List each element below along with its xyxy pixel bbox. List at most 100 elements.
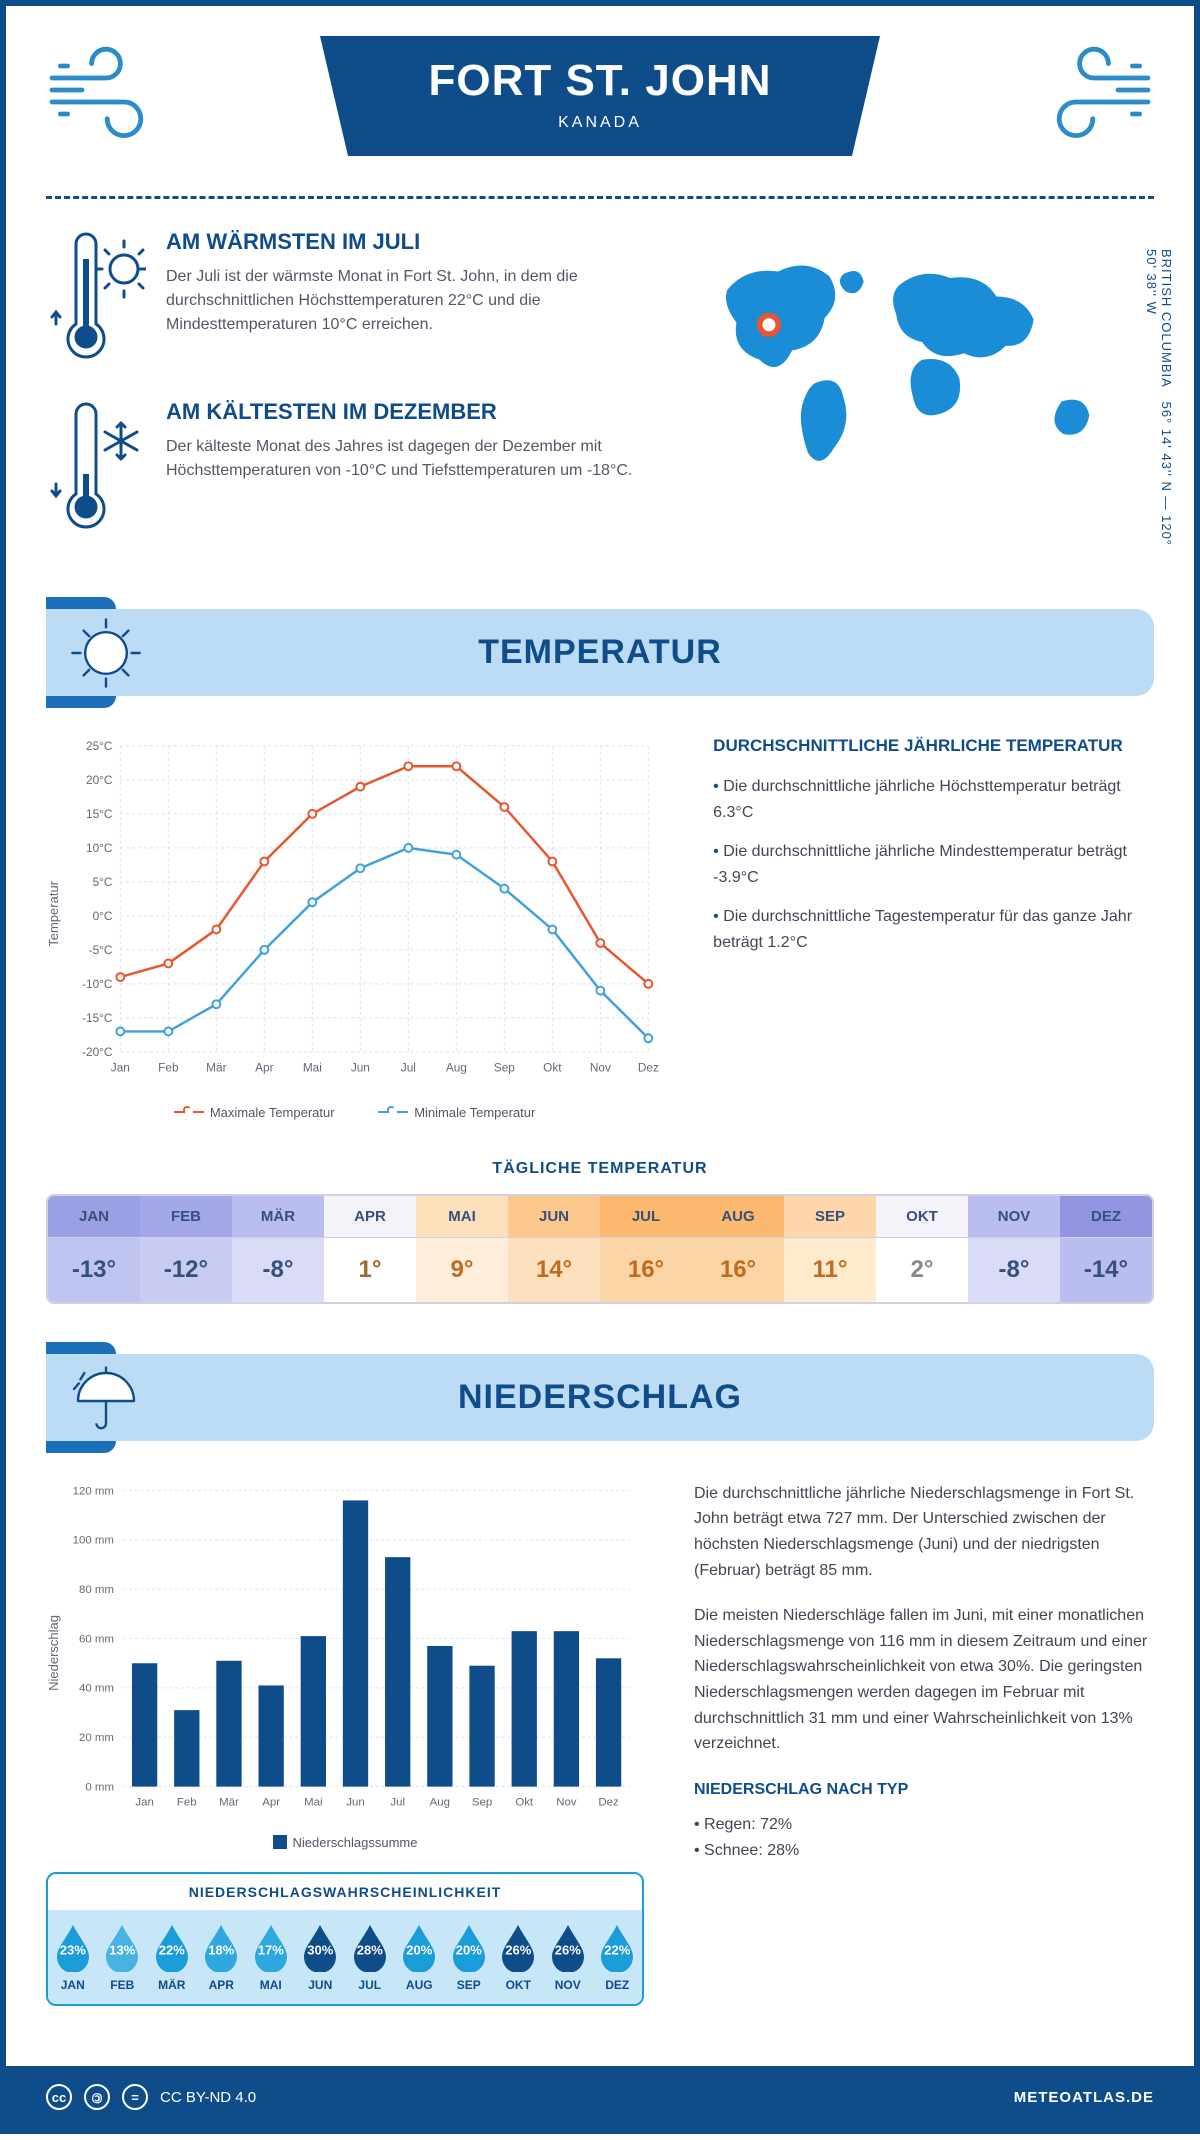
daily-temp-cell: JUL16° xyxy=(600,1196,692,1302)
precipitation-chart: Niederschlag 0 mm20 mm40 mm60 mm80 mm100… xyxy=(46,1481,644,2006)
daily-temp-cell: OKT2° xyxy=(876,1196,968,1302)
svg-text:0°C: 0°C xyxy=(93,909,113,923)
temp-bullet: Die durchschnittliche Tagestemperatur fü… xyxy=(713,904,1154,955)
daily-temp-cell: APR1° xyxy=(324,1196,416,1302)
svg-text:Feb: Feb xyxy=(177,1796,197,1808)
probability-box: NIEDERSCHLAGSWAHRSCHEINLICHKEIT 23% JAN … xyxy=(46,1872,644,2006)
svg-text:Aug: Aug xyxy=(430,1796,450,1808)
warmest-heading: AM WÄRMSTEN IM JULI xyxy=(166,229,650,255)
probability-title: NIEDERSCHLAGSWAHRSCHEINLICHKEIT xyxy=(48,1874,642,1910)
intro-section: AM WÄRMSTEN IM JULI Der Juli ist der wär… xyxy=(46,229,1154,569)
svg-text:Jun: Jun xyxy=(351,1061,370,1075)
svg-text:0 mm: 0 mm xyxy=(85,1781,114,1793)
svg-text:40 mm: 40 mm xyxy=(79,1683,114,1695)
precipitation-text: Die durchschnittliche jährliche Niedersc… xyxy=(694,1481,1154,2006)
svg-text:Nov: Nov xyxy=(556,1796,577,1808)
probability-cell: 20% SEP xyxy=(444,1910,494,2004)
brand-text: METEOATLAS.DE xyxy=(1014,2089,1154,2106)
country-subtitle: KANADA xyxy=(400,114,800,132)
svg-text:-20°C: -20°C xyxy=(82,1045,113,1059)
svg-text:25°C: 25°C xyxy=(86,739,113,753)
coldest-text: Der kälteste Monat des Jahres ist dagege… xyxy=(166,435,650,483)
temp-info-heading: DURCHSCHNITTLICHE JÄHRLICHE TEMPERATUR xyxy=(713,736,1154,756)
daily-temp-title: TÄGLICHE TEMPERATUR xyxy=(46,1160,1154,1178)
svg-text:Apr: Apr xyxy=(255,1061,273,1075)
svg-text:Mär: Mär xyxy=(206,1061,226,1075)
probability-cell: 22% MÄR xyxy=(147,1910,197,2004)
probability-cell: 23% JAN xyxy=(48,1910,98,2004)
daily-temp-cell: JUN14° xyxy=(508,1196,600,1302)
daily-temp-cell: FEB-12° xyxy=(140,1196,232,1302)
precip-para-1: Die durchschnittliche jährliche Niedersc… xyxy=(694,1481,1154,1583)
precipitation-section-header: NIEDERSCHLAG xyxy=(46,1354,1154,1441)
precip-chart-legend: Niederschlagssumme xyxy=(46,1835,644,1853)
svg-text:15°C: 15°C xyxy=(86,807,113,821)
svg-text:Jul: Jul xyxy=(390,1796,405,1808)
precip-type-heading: NIEDERSCHLAG NACH TYP xyxy=(694,1777,1154,1803)
svg-text:Jun: Jun xyxy=(346,1796,364,1808)
svg-text:-10°C: -10°C xyxy=(82,977,113,991)
daily-temp-cell: MÄR-8° xyxy=(232,1196,324,1302)
temp-bullet: Die durchschnittliche jährliche Höchstte… xyxy=(713,774,1154,825)
probability-cell: 22% DEZ xyxy=(593,1910,643,2004)
precip-para-2: Die meisten Niederschläge fallen im Juni… xyxy=(694,1603,1154,1757)
city-title: FORT ST. JOHN xyxy=(400,56,800,106)
svg-text:Mai: Mai xyxy=(303,1061,322,1075)
warmest-block: AM WÄRMSTEN IM JULI Der Juli ist der wär… xyxy=(46,229,650,369)
umbrella-icon xyxy=(66,1357,146,1437)
svg-text:Mai: Mai xyxy=(304,1796,322,1808)
svg-text:-15°C: -15°C xyxy=(82,1011,113,1025)
precip-type-snow: • Schnee: 28% xyxy=(694,1838,1154,1864)
svg-text:5°C: 5°C xyxy=(93,875,113,889)
daily-temp-cell: AUG16° xyxy=(692,1196,784,1302)
warmest-text: Der Juli ist der wärmste Monat in Fort S… xyxy=(166,265,650,337)
nd-icon: = xyxy=(122,2084,148,2110)
svg-text:Dez: Dez xyxy=(638,1061,659,1075)
svg-text:10°C: 10°C xyxy=(86,841,113,855)
precip-type-rain: • Regen: 72% xyxy=(694,1812,1154,1838)
coordinates: BRITISH COLUMBIA 56° 14' 43'' N — 120° 5… xyxy=(1144,249,1174,569)
svg-text:80 mm: 80 mm xyxy=(79,1584,114,1596)
page-header: FORT ST. JOHN KANADA xyxy=(46,6,1154,199)
world-map-icon xyxy=(690,229,1154,509)
probability-cell: 26% NOV xyxy=(543,1910,593,2004)
daily-temp-cell: NOV-8° xyxy=(968,1196,1060,1302)
svg-text:Sep: Sep xyxy=(494,1061,515,1075)
svg-text:60 mm: 60 mm xyxy=(79,1633,114,1645)
svg-text:20 mm: 20 mm xyxy=(79,1732,114,1744)
precipitation-title: NIEDERSCHLAG xyxy=(86,1378,1114,1417)
coldest-heading: AM KÄLTESTEN IM DEZEMBER xyxy=(166,399,650,425)
svg-text:100 mm: 100 mm xyxy=(73,1535,114,1547)
svg-text:Okt: Okt xyxy=(543,1061,562,1075)
temp-chart-legend: Maximale Temperatur Minimale Temperatur xyxy=(46,1101,663,1120)
probability-cell: 20% AUG xyxy=(395,1910,445,2004)
probability-cell: 18% APR xyxy=(197,1910,247,2004)
svg-text:Nov: Nov xyxy=(590,1061,611,1075)
daily-temp-cell: JAN-13° xyxy=(48,1196,140,1302)
daily-temp-cell: MAI9° xyxy=(416,1196,508,1302)
thermometer-hot-icon xyxy=(46,229,146,369)
probability-cell: 28% JUL xyxy=(345,1910,395,2004)
svg-text:Jan: Jan xyxy=(135,1796,153,1808)
svg-text:20°C: 20°C xyxy=(86,773,113,787)
page-footer: cc 🄯 = CC BY-ND 4.0 METEOATLAS.DE xyxy=(6,2066,1194,2128)
temp-bullet: Die durchschnittliche jährliche Mindestt… xyxy=(713,839,1154,890)
wind-icon xyxy=(1034,36,1154,156)
svg-text:Aug: Aug xyxy=(446,1061,467,1075)
svg-text:Mär: Mär xyxy=(219,1796,239,1808)
svg-text:Jul: Jul xyxy=(401,1061,416,1075)
svg-text:Okt: Okt xyxy=(515,1796,534,1808)
sun-icon xyxy=(66,613,146,693)
daily-temp-table: JAN-13°FEB-12°MÄR-8°APR1°MAI9°JUN14°JUL1… xyxy=(46,1194,1154,1304)
wind-icon xyxy=(46,36,166,156)
thermometer-cold-icon xyxy=(46,399,146,539)
by-icon: 🄯 xyxy=(84,2084,110,2110)
probability-cell: 17% MAI xyxy=(246,1910,296,2004)
temperature-info: DURCHSCHNITTLICHE JÄHRLICHE TEMPERATUR D… xyxy=(713,736,1154,1120)
world-map-block: BRITISH COLUMBIA 56° 14' 43'' N — 120° 5… xyxy=(690,229,1154,569)
daily-temp-cell: DEZ-14° xyxy=(1060,1196,1152,1302)
svg-text:Sep: Sep xyxy=(472,1796,492,1808)
svg-text:Dez: Dez xyxy=(598,1796,619,1808)
coldest-block: AM KÄLTESTEN IM DEZEMBER Der kälteste Mo… xyxy=(46,399,650,539)
cc-icon: cc xyxy=(46,2084,72,2110)
